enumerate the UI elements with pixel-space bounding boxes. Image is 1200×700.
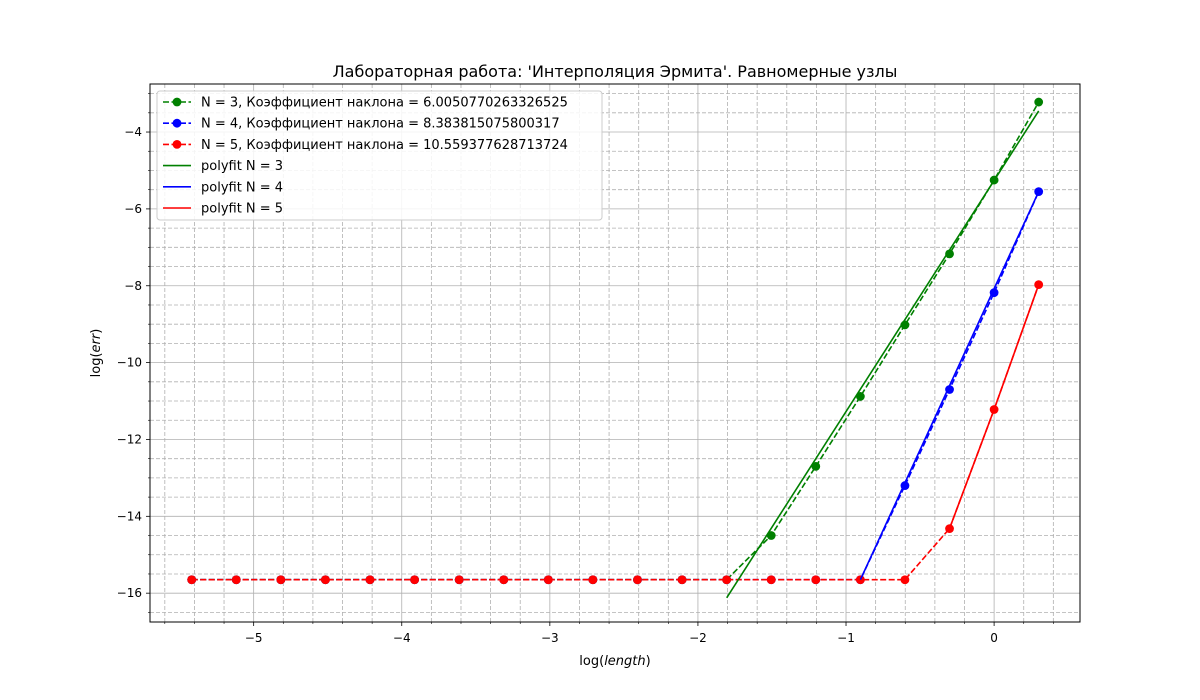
series-line bbox=[948, 284, 1040, 529]
y-axis-label: log(err) bbox=[89, 329, 104, 378]
y-axis: −16 −14 −12 −10 −8 −6 −4 bbox=[117, 93, 150, 613]
data-point bbox=[276, 575, 286, 585]
data-point bbox=[766, 575, 776, 585]
data-point bbox=[365, 575, 375, 585]
data-point bbox=[855, 575, 865, 585]
data-point bbox=[766, 531, 776, 540]
series-layer bbox=[187, 97, 1044, 599]
series-3 bbox=[187, 280, 1044, 585]
data-point bbox=[811, 575, 821, 585]
series-line bbox=[726, 110, 1040, 599]
y-tick-label: −6 bbox=[124, 202, 142, 216]
data-point bbox=[722, 575, 732, 585]
plot-frame bbox=[149, 83, 1081, 623]
data-point bbox=[945, 524, 954, 534]
series-4 bbox=[726, 110, 1040, 599]
x-tick-label: −5 bbox=[245, 631, 263, 645]
legend-label: N = 5, Коэффициент наклона = 10.55937762… bbox=[201, 138, 568, 153]
series-line bbox=[191, 284, 1040, 581]
x-tick-label: 0 bbox=[990, 631, 998, 645]
x-tick-label: −2 bbox=[689, 631, 707, 645]
series-line bbox=[859, 191, 1040, 581]
major-grid bbox=[150, 84, 1080, 622]
legend: N = 3, Коэффициент наклона = 6.005077026… bbox=[156, 90, 603, 221]
legend-label: N = 4, Коэффициент наклона = 8.383815075… bbox=[201, 117, 560, 132]
data-point bbox=[321, 575, 330, 585]
series-6 bbox=[948, 284, 1040, 529]
y-tick-label: −12 bbox=[117, 432, 142, 446]
y-tick-label: −10 bbox=[117, 356, 142, 370]
data-point bbox=[1034, 97, 1044, 107]
y-tick-label: −14 bbox=[117, 509, 142, 523]
data-point bbox=[811, 461, 821, 471]
y-tick-label: −8 bbox=[124, 279, 142, 293]
legend-label: polyfit N = 3 bbox=[201, 159, 283, 174]
x-tick-label: −3 bbox=[541, 631, 559, 645]
data-point bbox=[588, 575, 598, 585]
data-point bbox=[410, 575, 419, 585]
minor-grid bbox=[150, 84, 1080, 622]
legend-box bbox=[156, 90, 603, 221]
y-tick-label: −4 bbox=[124, 125, 142, 139]
data-point bbox=[945, 249, 954, 259]
legend-marker bbox=[172, 97, 182, 107]
y-tick-label: −16 bbox=[117, 586, 142, 600]
x-tick-label: −1 bbox=[837, 631, 855, 645]
data-point bbox=[543, 575, 553, 585]
data-point bbox=[499, 575, 509, 585]
data-point bbox=[633, 575, 642, 585]
x-axis-label: log(length) bbox=[579, 654, 650, 669]
legend-marker bbox=[172, 140, 182, 149]
series-5 bbox=[859, 191, 1040, 581]
legend-marker bbox=[172, 118, 182, 128]
x-axis: −5 −4 −3 −2 −1 0 bbox=[164, 622, 1054, 645]
legend-label: polyfit N = 5 bbox=[201, 202, 283, 217]
legend-label: N = 3, Коэффициент наклона = 6.005077026… bbox=[201, 96, 568, 111]
x-tick-label: −4 bbox=[393, 631, 411, 645]
data-point bbox=[900, 575, 910, 585]
chart-title: Лабораторная работа: 'Интерполяция Эрмит… bbox=[333, 62, 898, 81]
legend-label: polyfit N = 4 bbox=[201, 180, 283, 195]
data-point bbox=[855, 392, 865, 401]
data-point bbox=[677, 575, 687, 585]
data-point bbox=[187, 575, 197, 585]
data-point bbox=[454, 575, 464, 585]
data-point bbox=[231, 575, 241, 585]
